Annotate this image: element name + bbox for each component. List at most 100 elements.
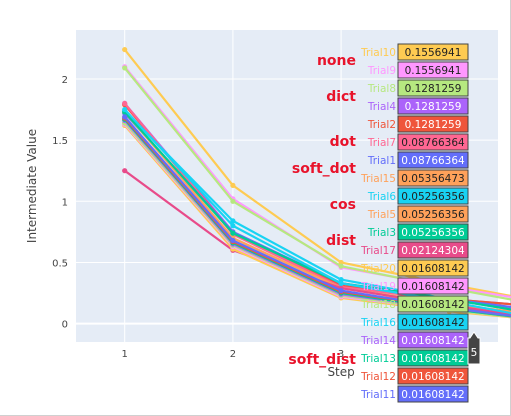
hover-row: Trial20 0.01608142 <box>360 259 469 277</box>
hover-trial-label: Trial18 <box>360 299 396 311</box>
hover-value-box <box>397 187 469 205</box>
y-axis-title: Intermediate Value <box>25 129 39 243</box>
hover-trial-label: Trial5 <box>367 209 396 221</box>
x-tick-label: 3 <box>338 349 344 360</box>
hover-row: Trial9 0.1556941 <box>367 61 469 79</box>
hover-trial-label: Trial14 <box>360 335 396 347</box>
x-tick-label: 1 <box>122 349 128 360</box>
hover-row: Trial5 0.05256356 <box>367 205 469 223</box>
hover-value-box <box>397 205 469 223</box>
y-tick-label: 0.5 <box>52 258 68 269</box>
hover-trial-label: Trial16 <box>360 317 396 329</box>
hover-value-label: 0.08766364 <box>401 155 465 167</box>
data-point <box>230 223 236 229</box>
hover-value-box <box>397 241 469 259</box>
data-point <box>230 230 236 236</box>
hover-row: Trial10 0.1556941 <box>360 43 469 61</box>
data-point <box>338 259 344 266</box>
data-point <box>122 65 128 71</box>
hover-trial-label: Trial20 <box>360 263 396 275</box>
hover-row: Trial2 0.1281259 <box>367 115 469 133</box>
hover-value-label: 0.01608142 <box>401 317 464 329</box>
hover-trial-label: Trial6 <box>367 191 396 203</box>
hover-x-label: 5 <box>467 331 481 365</box>
hover-row: Trial12 0.01608142 <box>360 367 469 385</box>
hover-value-label: 0.1281259 <box>405 101 462 113</box>
annotation-label: soft_dist <box>288 352 356 368</box>
hover-trial-label: Trial10 <box>360 47 396 59</box>
data-point <box>122 114 128 120</box>
hover-trial-label: Trial19 <box>360 281 396 293</box>
annotation-label: dot <box>330 134 357 150</box>
y-tick-label: 2 <box>62 75 68 86</box>
hover-value-box <box>397 97 469 115</box>
hover-value-box <box>397 43 469 61</box>
hover-value-label: 0.02124304 <box>401 245 465 257</box>
hover-row: Trial19 0.01608142 <box>360 277 469 295</box>
annotation-label: dist <box>326 233 356 249</box>
hover-trial-label: Trial12 <box>360 371 396 383</box>
hover-row: Trial13 0.01608142 <box>360 349 469 367</box>
hover-value-label: 0.1281259 <box>405 119 462 131</box>
hover-trial-label: Trial2 <box>367 119 396 131</box>
data-point <box>230 182 236 188</box>
y-tick-labels: 0 0.5 1 1.5 2 <box>52 75 68 331</box>
y-tick-label: 1 <box>62 197 68 208</box>
annotation-label: cos <box>330 197 356 213</box>
data-point <box>122 106 128 113</box>
hover-value-label: 0.01608142 <box>401 353 464 365</box>
hover-value-label: 0.1281259 <box>405 83 462 95</box>
hover-row: Trial17 0.02124304 <box>360 241 469 259</box>
hover-row: Trial16 0.01608142 <box>360 313 469 331</box>
data-point <box>338 280 344 286</box>
hover-value-box <box>397 169 469 187</box>
hover-value-label: 0.01608142 <box>401 389 464 401</box>
hover-value-box <box>397 115 469 133</box>
data-point <box>230 237 236 244</box>
data-point <box>338 288 344 294</box>
data-point <box>230 218 236 224</box>
hover-value-label: 0.01608142 <box>401 281 464 293</box>
data-point <box>122 46 128 53</box>
hover-value-box <box>397 79 469 97</box>
x-tick-label: 2 <box>230 349 236 360</box>
hover-value-label: 0.1556941 <box>405 47 462 59</box>
hover-value-label: 0.01608142 <box>401 299 464 311</box>
annotation-label: none <box>317 53 356 69</box>
hover-row: Trial15 0.05356473 <box>360 169 469 187</box>
hover-value-label: 0.01608142 <box>401 263 464 275</box>
y-tick-label: 1.5 <box>52 136 68 147</box>
hover-row: Trial3 0.05256356 <box>367 223 469 241</box>
hover-row: Trial8 0.1281259 <box>367 79 469 97</box>
hover-value-box <box>397 367 469 385</box>
hover-row: Trial11 0.01608142 <box>360 385 469 403</box>
data-point <box>122 168 128 174</box>
hover-trial-label: Trial8 <box>367 83 396 95</box>
hover-value-box <box>397 151 469 169</box>
data-point <box>122 100 128 107</box>
hover-value-label: 0.08766364 <box>401 137 465 149</box>
hover-trial-label: Trial3 <box>367 227 396 239</box>
hover-row: Trial4 0.1281259 <box>367 97 469 115</box>
hover-x-box <box>467 331 481 365</box>
hover-trial-label: Trial7 <box>367 137 396 149</box>
hover-row: Trial1 0.08766364 <box>367 151 469 169</box>
hover-trial-label: Trial1 <box>367 155 396 167</box>
annotation-label: dict <box>326 89 356 105</box>
hover-value-label: 0.05256356 <box>401 209 465 221</box>
series-lines <box>122 46 511 319</box>
hover-value-box <box>397 277 469 295</box>
y-tick-label: 0 <box>62 320 68 331</box>
hover-value-box <box>397 295 469 313</box>
x-tick-labels: 1 2 3 <box>122 349 345 360</box>
hover-value-label: 0.01608142 <box>401 335 464 347</box>
data-point <box>338 277 344 283</box>
hover-value-box <box>397 223 469 241</box>
hover-value-box <box>397 385 469 403</box>
hover-value-label: 0.05256356 <box>401 191 465 203</box>
hover-row: Trial18 0.01608142 <box>360 295 469 313</box>
hover-value-box <box>397 133 469 151</box>
